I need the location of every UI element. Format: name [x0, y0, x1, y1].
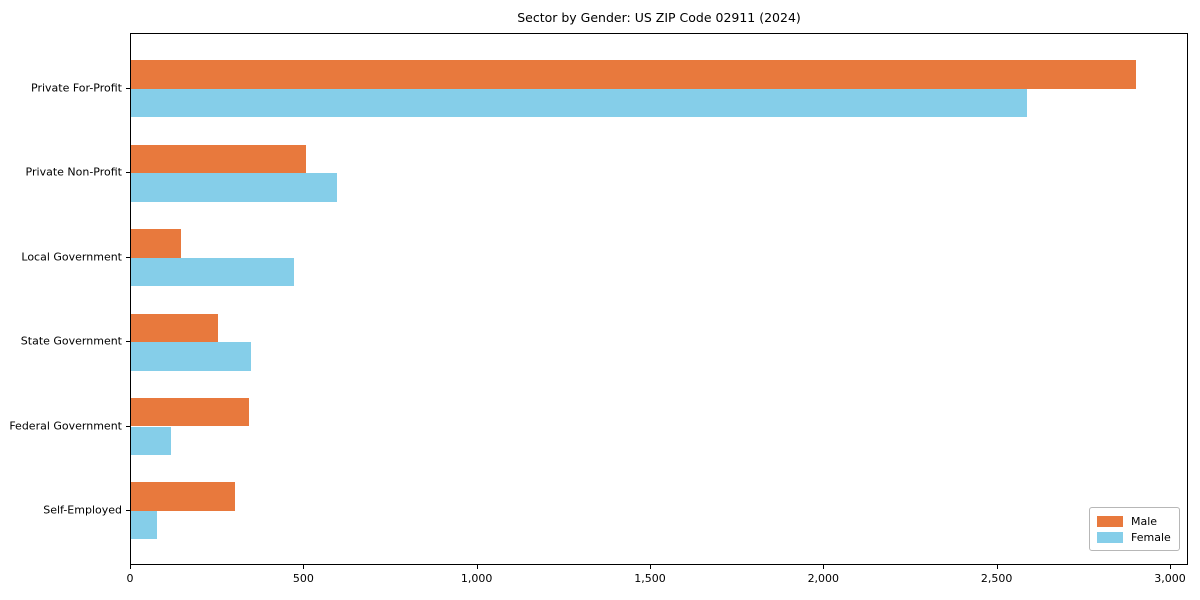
- ytick-mark: [126, 256, 130, 258]
- xtick-mark: [1169, 565, 1171, 569]
- female-series-swatch: [1097, 531, 1123, 543]
- ytick-mark: [126, 87, 130, 89]
- legend-item-male: Male: [1097, 513, 1171, 529]
- xtick-label: 2,500: [980, 572, 1013, 585]
- xtick-label: 1,500: [634, 572, 666, 585]
- xtick-mark: [476, 565, 478, 569]
- legend: Male Female: [1089, 507, 1180, 551]
- bar-male-1: [131, 144, 307, 174]
- ytick-mark: [126, 509, 130, 511]
- xtick-mark: [649, 565, 651, 569]
- ytick-mark: [126, 425, 130, 427]
- bar-female-1: [131, 173, 338, 202]
- bar-female-0: [131, 88, 1028, 118]
- xtick-label: 0: [126, 572, 134, 585]
- ytick-mark: [126, 172, 130, 174]
- ytick-label: Private Non-Profit: [25, 165, 122, 179]
- xtick-label: 1,000: [460, 572, 493, 585]
- xtick-label: 500: [292, 572, 314, 585]
- legend-label-male: Male: [1131, 514, 1158, 528]
- chart-title: Sector by Gender: US ZIP Code 02911 (202…: [517, 10, 801, 25]
- bar-male-5: [131, 482, 235, 511]
- legend-label-female: Female: [1131, 530, 1171, 544]
- xtick-mark: [303, 565, 305, 569]
- ytick-label: Federal Government: [9, 419, 122, 432]
- xtick-mark: [996, 565, 998, 569]
- bar-male-3: [131, 313, 218, 343]
- ytick-label: Private For-Profit: [31, 81, 122, 95]
- xtick-mark: [130, 565, 131, 569]
- bar-female-3: [131, 342, 251, 371]
- xtick-mark: [823, 565, 825, 569]
- ytick-mark: [126, 341, 130, 343]
- bar-male-0: [131, 60, 1137, 89]
- legend-item-female: Female: [1097, 529, 1171, 545]
- xtick-label: 3,000: [1154, 572, 1186, 585]
- plot-area: [130, 33, 1188, 565]
- bar-female-2: [131, 257, 294, 287]
- bar-male-2: [131, 229, 182, 258]
- ytick-label: Local Government: [21, 250, 122, 264]
- xtick-label: 2,000: [807, 572, 840, 585]
- male-series-swatch: [1097, 515, 1123, 527]
- bar-male-4: [131, 397, 249, 427]
- ytick-label: State Government: [20, 334, 122, 348]
- ytick-label: Self-Employed: [43, 503, 122, 517]
- bar-female-5: [131, 510, 157, 540]
- bar-female-4: [131, 426, 171, 456]
